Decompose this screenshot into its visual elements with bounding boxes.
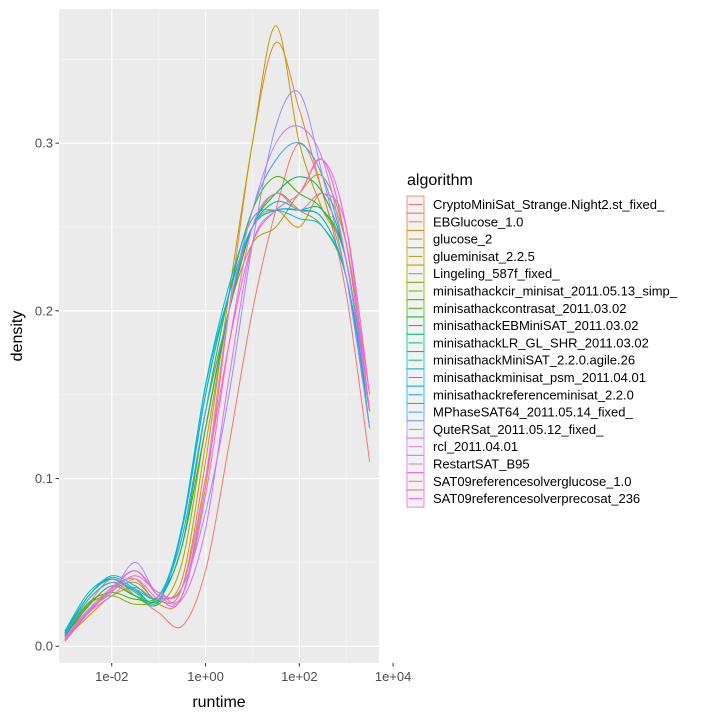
- legend-label: glueminisat_2.2.5: [433, 249, 535, 264]
- legend-title: algorithm: [407, 172, 473, 189]
- x-tick-label: 1e+00: [187, 669, 224, 684]
- series-line-15: [64, 125, 371, 640]
- series-line-12: [64, 208, 371, 634]
- legend-label: MPhaseSAT64_2011.05.14_fixed_: [433, 405, 633, 420]
- legend-label: minisathackEBMiniSAT_2011.03.02: [433, 318, 638, 333]
- legend-label: minisathackcontrasat_2011.03.02: [433, 301, 626, 316]
- series-line-16: [64, 158, 371, 639]
- legend-label: EBGlucose_1.0: [433, 214, 523, 229]
- series-line-18: [64, 158, 371, 642]
- legend-label: SAT09referencesolverprecosat_236: [433, 491, 640, 506]
- series-line-17: [64, 192, 371, 640]
- legend-label: minisathackreferenceminisat_2.2.0: [433, 387, 634, 402]
- y-tick-label: 0.1: [35, 471, 53, 486]
- x-tick-label: 1e+02: [281, 669, 318, 684]
- legend-label: Lingeling_587f_fixed_: [433, 266, 560, 281]
- legend-label: rcl_2011.04.01: [433, 439, 518, 454]
- series-line-14: [64, 90, 371, 639]
- legend-label: glucose_2: [433, 232, 492, 247]
- legend-label: QuteRSat_2011.05.12_fixed_: [433, 422, 604, 437]
- legend-label: SAT09referencesolverglucose_1.0: [433, 474, 632, 489]
- x-axis-title: runtime: [192, 694, 245, 711]
- y-tick-label: 0.3: [35, 136, 53, 151]
- y-tick-label: 0.2: [35, 303, 53, 318]
- plot-panel: [59, 9, 379, 663]
- y-tick-label: 0.0: [35, 639, 53, 654]
- x-axis: 1e-02 1e+00 1e+02 1e+04: [95, 663, 411, 684]
- x-tick-label: 1e-02: [95, 669, 128, 684]
- legend-label: minisathackLR_GL_SHR_2011.03.02: [433, 335, 649, 350]
- legend: algorithm CryptoMiniSat_Strange.Night2.s…: [406, 172, 678, 508]
- y-axis: 0.0 0.1 0.2 0.3: [35, 136, 59, 654]
- legend-label: minisathackminisat_psm_2011.04.01: [433, 370, 646, 385]
- legend-label: RestartSAT_B95: [433, 457, 530, 472]
- x-tick-label: 1e+04: [375, 669, 412, 684]
- series-line-13: [64, 142, 371, 635]
- series-lines: [64, 25, 371, 642]
- y-axis-title: density: [9, 311, 26, 362]
- grid-major: [59, 9, 394, 663]
- legend-label: CryptoMiniSat_Strange.Night2.st_fixed_: [433, 197, 665, 212]
- legend-label: minisathackcir_minisat_2011.05.13_simp_: [433, 284, 678, 299]
- legend-label: minisathackMiniSAT_2.2.0.agile.26: [433, 353, 635, 368]
